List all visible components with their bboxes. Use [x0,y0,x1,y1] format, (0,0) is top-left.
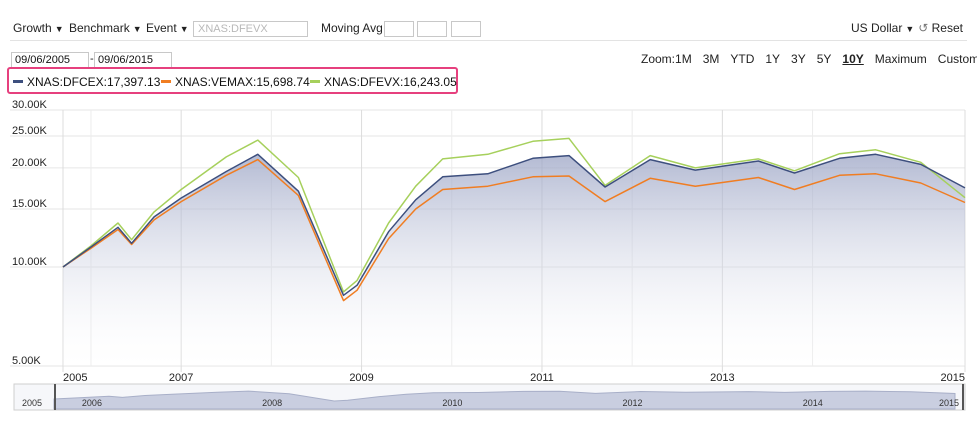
x-tick-label: 2007 [169,372,193,384]
zoom-custom[interactable]: Custom [937,52,977,66]
legend-label: XNAS:DFEVX:16,243.05 [324,75,457,89]
legend-swatch [13,80,23,84]
zoom-controls: Zoom:1M 3M YTD 1Y 3Y 5Y 10Y Maximum Custom [641,52,977,66]
chart-area-fill [63,154,965,366]
series-line-xnas-vemax [62,158,966,302]
reset-icon: ↺ [918,21,929,35]
chevron-down-icon: ▼ [179,24,189,34]
growth-dropdown[interactable]: Growth ▼ [13,21,64,35]
zoom-ytd[interactable]: YTD [730,52,755,66]
zoom-5y[interactable]: 5Y [816,52,832,66]
chevron-down-icon: ▼ [905,24,915,34]
y-axis: 30.00K 25.00K 20.00K 15.00K 10.00K 5.00K [12,99,48,367]
y-tick-label: 20.00K [12,157,48,169]
currency-label: US Dollar [851,21,903,35]
area-fill-dfcex [63,154,965,366]
y-tick-label: 30.00K [12,99,48,111]
legend-item-dfcex[interactable]: XNAS:DFCEX:17,397.13 [13,75,160,89]
legend-swatch [161,80,171,84]
currency-dropdown[interactable]: US Dollar ▼ [851,21,914,35]
growth-label: Growth [13,21,52,35]
x-tick-label: 2005 [63,372,87,384]
navigator-tick-label: 2015 [939,398,959,408]
x-axis: 2005 2007 2009 2011 2013 2015 [63,372,965,384]
legend-label: XNAS:VEMAX:15,698.74 [175,75,310,89]
navigator-series [53,390,956,410]
chart-series [62,137,966,302]
x-tick-label: 2011 [530,372,554,384]
reset-button[interactable]: ↺ Reset [918,21,963,35]
navigator-tick-label: 2010 [442,398,462,408]
toolbar-divider [10,40,967,41]
legend-swatch [310,80,320,84]
zoom-10y[interactable]: 10Y [842,52,864,66]
moving-avg-input-2[interactable] [417,21,447,37]
zoom-maximum[interactable]: Maximum [874,52,927,66]
navigator-tick-label: 2006 [82,398,102,408]
zoom-label: Zoom: [641,52,676,66]
x-tick-label: 2013 [710,372,734,384]
zoom-3y[interactable]: 3Y [791,52,806,66]
symbol-input[interactable] [193,21,308,37]
navigator-tick-label: 2008 [262,398,282,408]
moving-avg-input-1[interactable] [384,21,414,37]
y-tick-label: 15.00K [12,198,48,210]
start-date-input[interactable] [11,52,89,68]
navigator-right-handle [962,384,964,410]
legend-label: XNAS:DFCEX:17,397.13 [27,75,161,89]
legend-item-vemax[interactable]: XNAS:VEMAX:15,698.74 [161,75,310,89]
y-tick-label: 10.00K [12,256,48,268]
chevron-down-icon: ▼ [54,24,64,34]
legend-item-dfevx[interactable]: XNAS:DFEVX:16,243.05 [310,75,457,89]
benchmark-label: Benchmark [69,21,130,35]
navigator-left-handle [54,384,56,410]
growth-chart: 30.00K 25.00K 20.00K 15.00K 10.00K 5.00K 2005… [10,99,966,411]
navigator-tick-label: 2005 [22,398,42,408]
series-line-xnas-dfevx [62,137,966,293]
event-label: Event [146,21,177,35]
navigator: 2005 2006 2008 2010 2012 2014 2015 [13,383,966,411]
y-tick-label: 5.00K [12,355,41,367]
zoom-3m[interactable]: 3M [702,52,720,66]
toolbar: Growth▼ Benchmark▼ Event▼ Moving Avg US … [0,0,977,40]
navigator-tick-label: 2014 [803,398,823,408]
zoom-1m[interactable]: 1M [675,52,692,66]
zoom-1y[interactable]: 1Y [765,52,781,66]
end-date-input[interactable] [94,52,172,68]
moving-avg-label: Moving Avg [321,21,383,35]
series-line-xnas-dfcex [62,153,966,297]
moving-avg-input-3[interactable] [451,21,481,37]
date-separator: - [90,53,94,65]
y-tick-label: 25.00K [12,125,48,137]
x-tick-label: 2009 [349,372,373,384]
x-tick-label: 2015 [941,372,965,384]
benchmark-dropdown[interactable]: Benchmark ▼ [69,21,142,35]
chevron-down-icon: ▼ [132,24,142,34]
reset-label: Reset [931,21,963,35]
event-dropdown[interactable]: Event ▼ [146,21,189,35]
legend: XNAS:DFCEX:17,397.13 XNAS:VEMAX:15,698.7… [7,67,458,94]
navigator-tick-label: 2012 [623,398,643,408]
